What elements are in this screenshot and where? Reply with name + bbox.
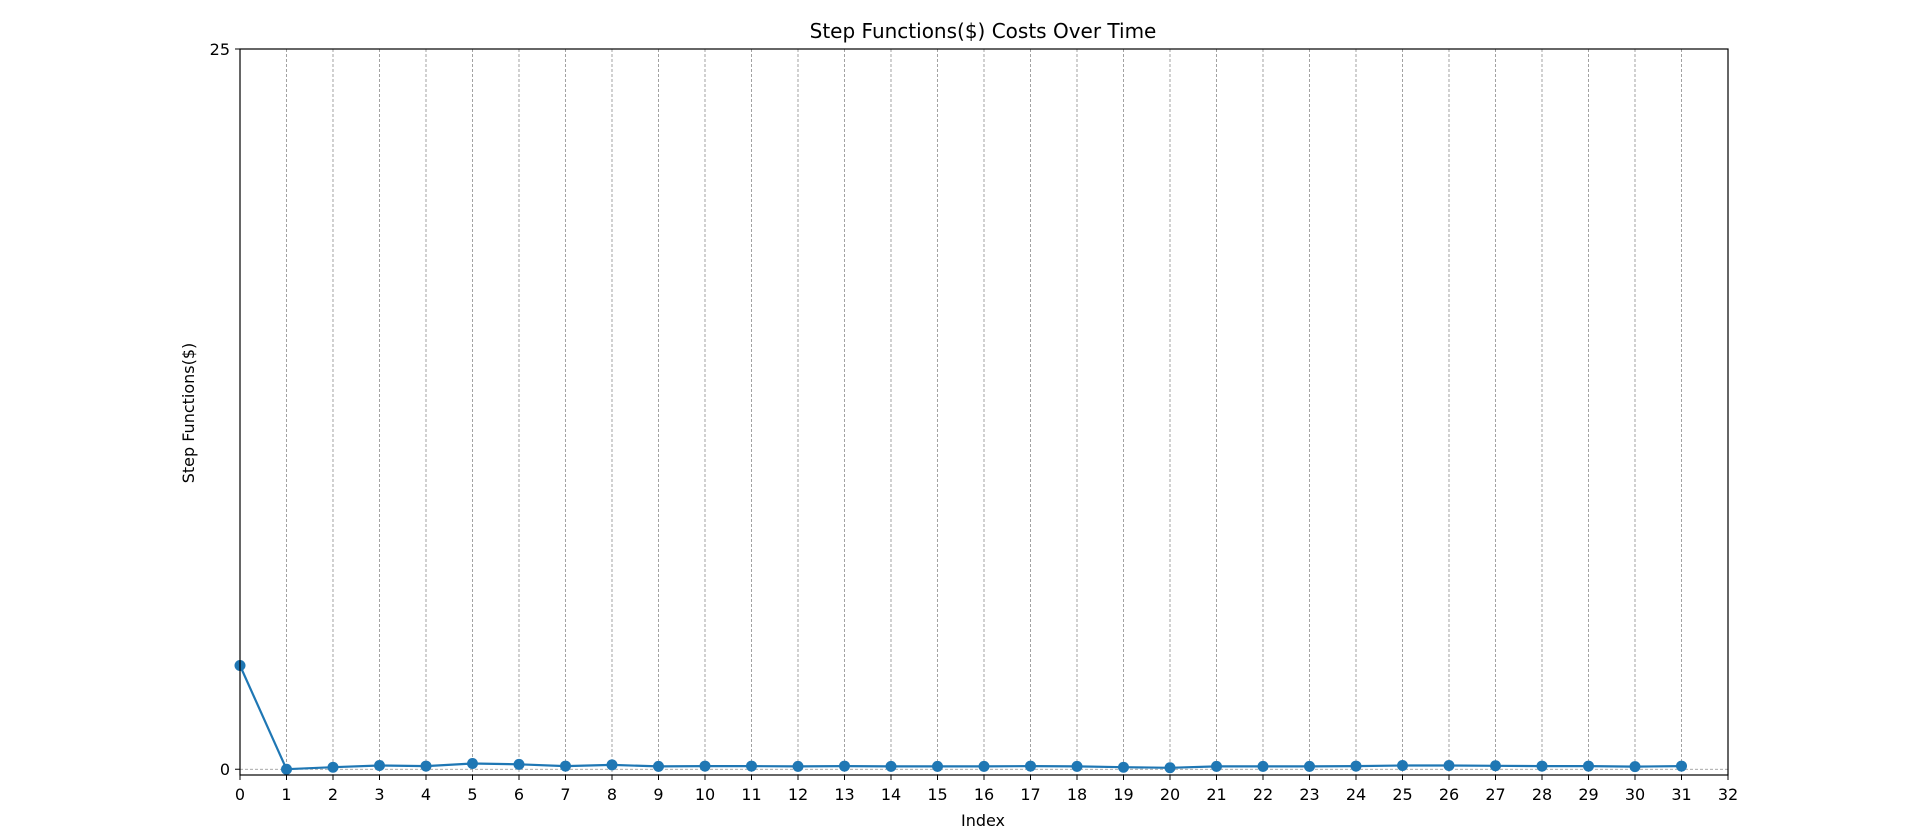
x-tick-label: 26: [1439, 785, 1459, 804]
x-tick-label: 32: [1718, 785, 1738, 804]
data-point: [560, 760, 571, 772]
x-tick-label: 6: [514, 785, 524, 804]
data-point: [1583, 760, 1594, 772]
y-axis-ticks: 0 25: [210, 40, 240, 779]
x-tick-label: 20: [1160, 785, 1180, 804]
x-tick-label: 3: [374, 785, 384, 804]
x-tick-label: 10: [695, 785, 715, 804]
chart-title: Step Functions($) Costs Over Time: [810, 19, 1157, 43]
y-tick-label: 25: [210, 40, 230, 59]
data-point: [606, 759, 618, 771]
x-tick-label: 29: [1578, 785, 1598, 804]
data-point: [885, 760, 897, 772]
data-point: [699, 760, 711, 772]
y-tick-label: 0: [220, 760, 230, 779]
x-tick-label: 11: [741, 785, 761, 804]
x-axis-label: Index: [961, 811, 1005, 830]
x-tick-label: 14: [881, 785, 901, 804]
x-tick-label: 17: [1020, 785, 1040, 804]
data-point: [467, 757, 478, 769]
x-tick-label: 2: [328, 785, 338, 804]
x-tick-label: 21: [1206, 785, 1226, 804]
x-tick-label: 12: [788, 785, 808, 804]
data-point: [1629, 761, 1641, 773]
x-tick-label: 27: [1485, 785, 1505, 804]
data-point: [1211, 760, 1222, 772]
x-tick-label: 31: [1671, 785, 1691, 804]
x-tick-label: 5: [467, 785, 477, 804]
x-tick-label: 8: [607, 785, 617, 804]
data-point: [327, 761, 339, 773]
data-point: [1490, 760, 1501, 772]
x-tick-label: 23: [1299, 785, 1319, 804]
x-tick-label: 0: [235, 785, 245, 804]
x-tick-label: 4: [421, 785, 431, 804]
x-tick-label: 1: [281, 785, 291, 804]
data-point: [1025, 760, 1036, 772]
data-point: [1304, 760, 1315, 772]
x-tick-label: 24: [1346, 785, 1366, 804]
x-tick-label: 9: [653, 785, 663, 804]
data-point: [1071, 760, 1083, 772]
x-tick-label: 13: [834, 785, 854, 804]
data-point: [792, 760, 804, 772]
data-point: [281, 763, 292, 775]
x-tick-label: 22: [1253, 785, 1273, 804]
data-point: [1118, 761, 1129, 773]
x-tick-label: 16: [974, 785, 994, 804]
data-point: [978, 760, 990, 772]
data-point: [746, 760, 757, 772]
y-axis-label: Step Functions($): [179, 343, 198, 484]
x-tick-label: 30: [1625, 785, 1645, 804]
x-tick-label: 15: [927, 785, 947, 804]
x-axis-ticks: 0 1 2 3 4 5 6 7 8 9 10 11 12 13 14 15 16 17 18 19 20 21 22 23 24…: [235, 775, 1738, 804]
data-point: [932, 760, 943, 772]
data-point: [374, 759, 385, 771]
x-tick-label: 18: [1067, 785, 1087, 804]
data-point: [420, 760, 432, 772]
data-point: [1443, 759, 1455, 771]
data-point: [839, 760, 850, 772]
grid-lines: [240, 49, 1728, 775]
x-tick-label: 19: [1113, 785, 1133, 804]
data-point: [513, 758, 525, 770]
data-point: [1676, 760, 1687, 772]
data-point: [1257, 760, 1269, 772]
x-tick-label: 28: [1532, 785, 1552, 804]
x-tick-label: 7: [560, 785, 570, 804]
data-point: [1397, 759, 1408, 771]
series-layer: [234, 660, 1687, 775]
series-line: [238, 665, 1682, 771]
data-point: [653, 760, 664, 772]
x-tick-label: 25: [1392, 785, 1412, 804]
data-point: [1350, 760, 1362, 772]
data-point: [1536, 760, 1548, 772]
data-point: [1164, 762, 1176, 774]
